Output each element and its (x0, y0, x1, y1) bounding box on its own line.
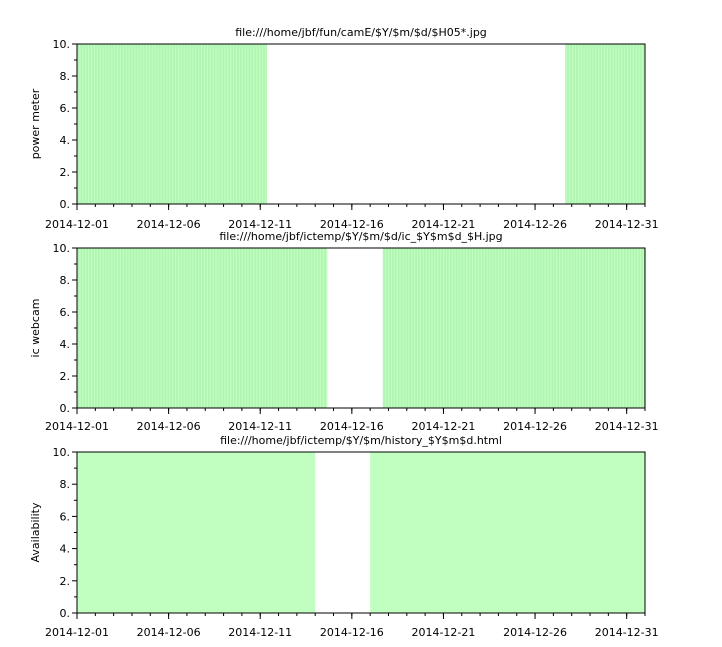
availability-bar (77, 452, 316, 613)
y-tick-label: 4. (60, 543, 71, 556)
x-tick-label: 2014-12-16 (320, 420, 384, 433)
y-axis-label: Availability (29, 502, 42, 562)
x-tick-label: 2014-12-01 (45, 218, 109, 231)
x-tick-label: 2014-12-11 (228, 420, 292, 433)
x-tick-label: 2014-12-16 (320, 218, 384, 231)
x-tick-label: 2014-12-31 (595, 626, 659, 639)
y-tick-label: 8. (60, 478, 71, 491)
x-tick-label: 2014-12-31 (595, 218, 659, 231)
y-tick-label: 10. (53, 446, 71, 459)
availability-bar (77, 44, 268, 204)
availability-bar (383, 248, 645, 408)
x-tick-label: 2014-12-26 (503, 218, 567, 231)
x-tick-label: 2014-12-26 (503, 420, 567, 433)
chart-panel-1: 0. 2. 4. 6. 8. 10. 2014-12-01 2014-12-06 2014-12… (29, 26, 659, 231)
y-tick-label: 10. (53, 242, 71, 255)
y-tick-label: 4. (60, 338, 71, 351)
chart-panel-2: 0. 2. 4. 6. 8. 10. 2014-12-01 2014-12-06 2014-12… (29, 230, 659, 433)
y-tick-label: 6. (60, 510, 71, 523)
y-tick-label: 2. (60, 575, 71, 588)
x-tick-label: 2014-12-16 (320, 626, 384, 639)
y-tick-label: 8. (60, 70, 71, 83)
x-tick-label: 2014-12-06 (137, 420, 201, 433)
x-tick-label: 2014-12-21 (411, 218, 475, 231)
x-tick-label: 2014-12-06 (137, 626, 201, 639)
x-tick-label: 2014-12-11 (228, 626, 292, 639)
x-tick-label: 2014-12-21 (411, 626, 475, 639)
availability-bar (370, 452, 645, 613)
y-axis-label: ic webcam (29, 299, 42, 358)
y-tick-label: 6. (60, 306, 71, 319)
chart-title: file:///home/jbf/fun/camE/$Y/$m/$d/$H05*… (235, 26, 487, 39)
y-axis-label: power meter (29, 88, 42, 159)
y-tick-label: 2. (60, 166, 71, 179)
x-tick-label: 2014-12-11 (228, 218, 292, 231)
y-tick-label: 8. (60, 274, 71, 287)
y-tick-label: 0. (60, 402, 71, 415)
y-tick-label: 0. (60, 607, 71, 620)
y-tick-label: 2. (60, 370, 71, 383)
x-tick-label: 2014-12-21 (411, 420, 475, 433)
x-tick-label: 2014-12-01 (45, 626, 109, 639)
x-tick-label: 2014-12-01 (45, 420, 109, 433)
chart-panel-3: 0. 2. 4. 6. 8. 10. 2014-12-01 2014-12-06 2014-12… (29, 434, 659, 639)
y-tick-label: 6. (60, 102, 71, 115)
x-tick-label: 2014-12-31 (595, 420, 659, 433)
chart-title: file:///home/jbf/ictemp/$Y/$m/$d/ic_$Y$m… (219, 230, 502, 243)
x-tick-label: 2014-12-06 (137, 218, 201, 231)
y-tick-label: 10. (53, 38, 71, 51)
chart-title: file:///home/jbf/ictemp/$Y/$m/history_$Y… (220, 434, 502, 447)
y-tick-label: 4. (60, 134, 71, 147)
x-tick-label: 2014-12-26 (503, 626, 567, 639)
y-tick-label: 0. (60, 198, 71, 211)
